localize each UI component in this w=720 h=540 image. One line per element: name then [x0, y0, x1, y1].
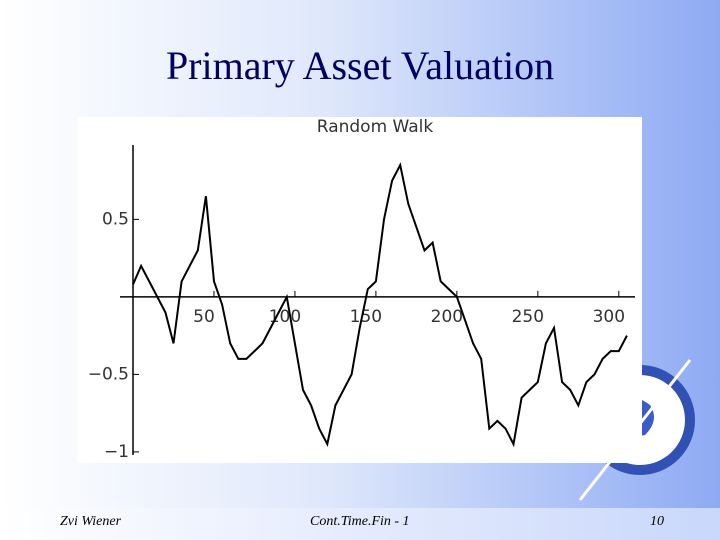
- footer-author: Zvi Wiener: [60, 514, 122, 529]
- slide-title: Primary Asset Valuation: [166, 43, 554, 88]
- x-tick-label: 200: [431, 307, 463, 327]
- chart-title: Random Walk: [317, 117, 434, 137]
- line: [132, 162, 628, 448]
- chart: 50 100 150 200 250 300 0.5 −0.5 −1: [88, 145, 635, 462]
- y-tick-label: −0.5: [88, 364, 129, 384]
- x-tick-label: 50: [193, 307, 215, 327]
- footer-course: Cont.Time.Fin - 1: [310, 514, 410, 529]
- footer-bar: [0, 508, 720, 540]
- x-tick-label: 250: [512, 307, 544, 327]
- x-tick-label: 150: [350, 307, 382, 327]
- x-tick-label: 300: [593, 307, 625, 327]
- y-tick-label: −1: [104, 442, 129, 462]
- x-tick-label: 100: [269, 307, 301, 327]
- page-number: 10: [650, 514, 664, 529]
- y-tick-label: 0.5: [102, 209, 129, 229]
- plot-area: [77, 117, 642, 463]
